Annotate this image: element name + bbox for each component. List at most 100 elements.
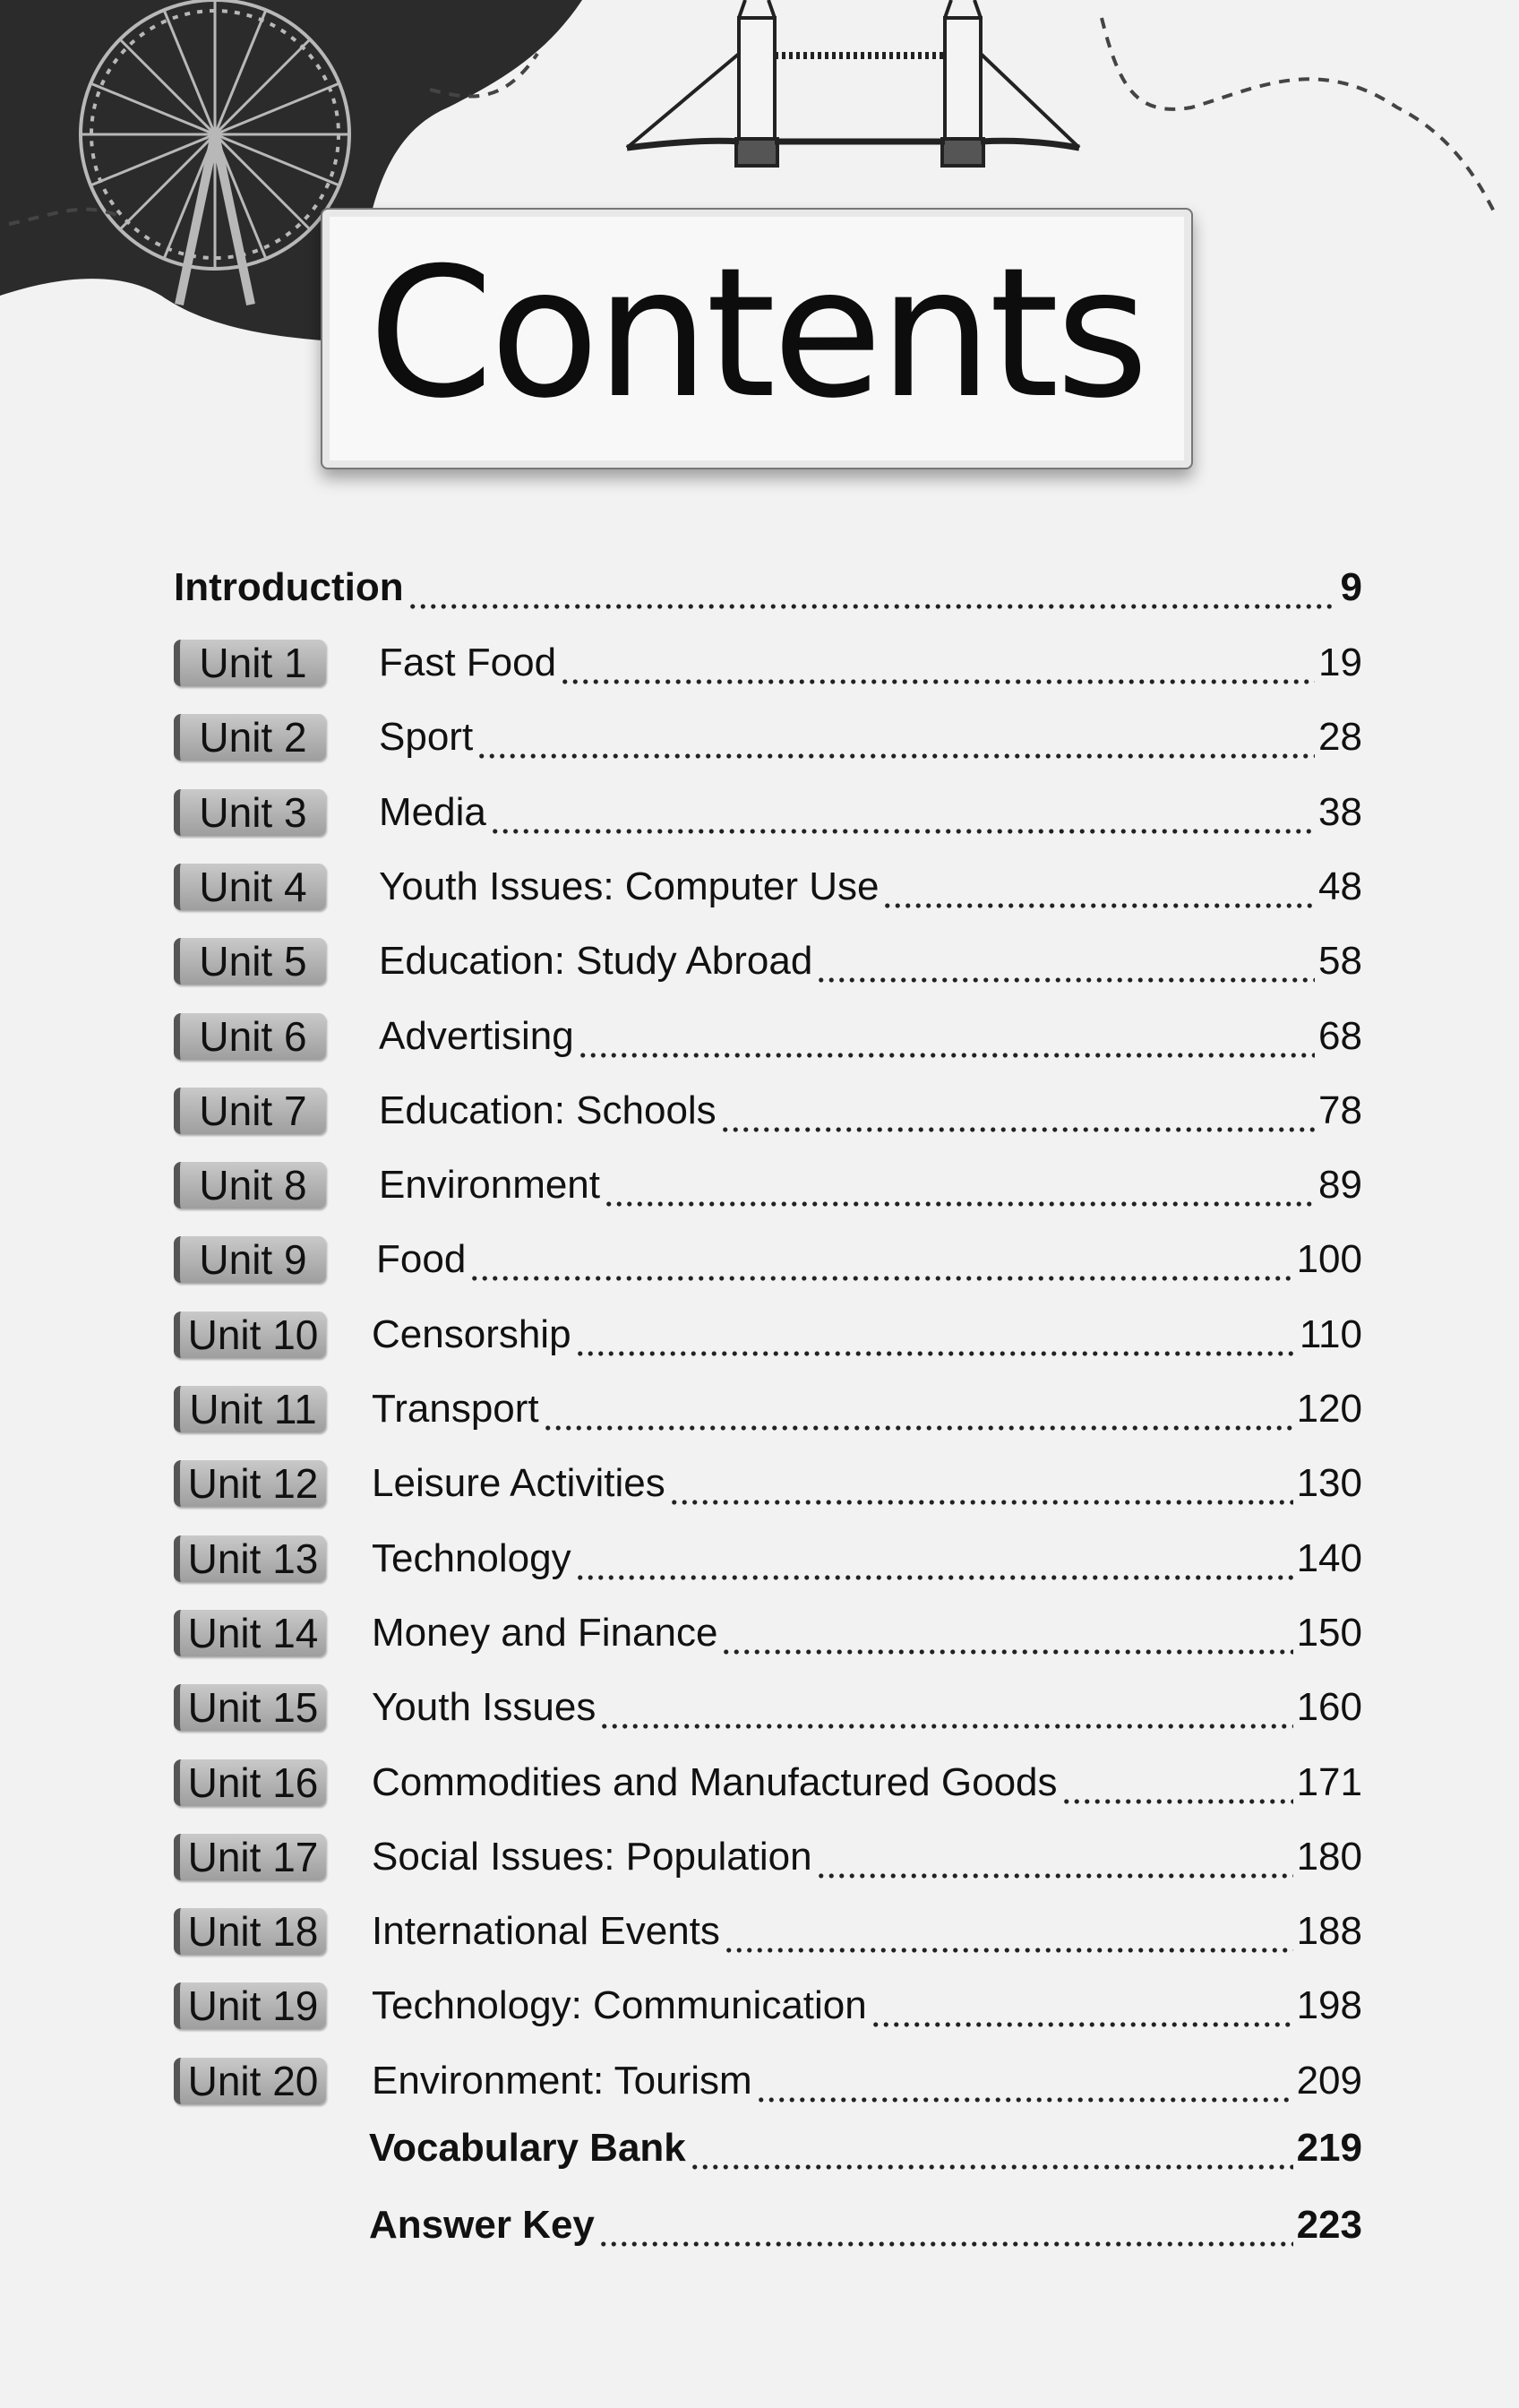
unit-badge: Unit 10 (174, 1311, 326, 1358)
toc-unit-row[interactable]: Unit 6 Advertising 68 (0, 1005, 1519, 1068)
entry-title: Fast Food (379, 641, 557, 684)
entry-title: Food (376, 1237, 467, 1282)
toc-appendix-row[interactable]: Answer Key 223 (0, 2194, 1519, 2257)
entry-page: 19 (1318, 641, 1362, 684)
entry-page: 171 (1296, 1759, 1362, 1804)
entry-page: 120 (1296, 1387, 1362, 1431)
entry-title: Censorship (372, 1312, 571, 1356)
unit-badge: Unit 12 (174, 1460, 326, 1508)
dot-leader (719, 1093, 1316, 1133)
dot-leader (816, 944, 1316, 985)
toc-unit-row[interactable]: Unit 9 Food 100 (0, 1228, 1519, 1291)
toc-introduction[interactable]: Introduction 9 (0, 556, 1519, 619)
toc-unit-row[interactable]: Unit 14 Money and Finance 150 (0, 1602, 1519, 1664)
dot-leader (489, 795, 1316, 835)
dot-leader (407, 571, 1337, 610)
toc-unit-row[interactable]: Unit 19 Technology: Communication 198 (0, 1974, 1519, 2037)
unit-badge: Unit 18 (174, 1908, 326, 1956)
toc-unit-row[interactable]: Unit 7 Education: Schools 78 (0, 1079, 1519, 1142)
entry-page: 78 (1318, 1088, 1362, 1132)
toc-unit-row[interactable]: Unit 17 Social Issues: Population 180 (0, 1826, 1519, 1888)
entry-title: Youth Issues: Computer Use (379, 864, 880, 908)
entry-page: 58 (1318, 939, 1362, 984)
dot-leader (577, 1019, 1316, 1059)
toc-unit-row[interactable]: Unit 10 Censorship 110 (0, 1303, 1519, 1366)
unit-badge: Unit 3 (174, 788, 326, 836)
tower-bridge-icon (625, 0, 1081, 168)
entry-page: 89 (1318, 1163, 1362, 1208)
toc-unit-row[interactable]: Unit 18 International Events 188 (0, 1900, 1519, 1963)
dot-leader (476, 720, 1316, 761)
dot-leader (668, 1466, 1293, 1507)
dot-leader (560, 646, 1316, 685)
toc-unit-row[interactable]: Unit 5 Education: Study Abroad 58 (0, 930, 1519, 993)
dot-leader (597, 2208, 1293, 2248)
toc-unit-row[interactable]: Unit 15 Youth Issues 160 (0, 1676, 1519, 1739)
unit-badge: Unit 16 (174, 1759, 326, 1806)
toc-unit-row[interactable]: Unit 16 Commodities and Manufactured Goo… (0, 1751, 1519, 1814)
unit-badge: Unit 20 (174, 2057, 326, 2104)
toc-unit-row[interactable]: Unit 13 Technology 140 (0, 1527, 1519, 1590)
entry-page: 150 (1296, 1610, 1362, 1655)
dot-leader (755, 2063, 1293, 2103)
unit-badge: Unit 9 (174, 1236, 326, 1284)
entry-page: 110 (1299, 1312, 1362, 1356)
dot-leader (542, 1392, 1293, 1432)
contents-title-plaque: Contents (321, 208, 1193, 469)
entry-page: 48 (1318, 864, 1362, 908)
dot-leader (574, 1317, 1296, 1357)
entry-title: Environment: Tourism (372, 2058, 752, 2103)
unit-badge: Unit 2 (174, 714, 326, 761)
toc-unit-row[interactable]: Unit 20 Environment: Tourism 209 (0, 2050, 1519, 2112)
entry-title: Answer Key (369, 2203, 595, 2247)
entry-title: Education: Schools (379, 1088, 717, 1132)
toc-unit-row[interactable]: Unit 12 Leisure Activities 130 (0, 1452, 1519, 1515)
toc-unit-row[interactable]: Unit 8 Environment 89 (0, 1154, 1519, 1217)
entry-title: Money and Finance (372, 1610, 718, 1655)
entry-title: Commodities and Manufactured Goods (372, 1759, 1058, 1804)
dot-leader (599, 1690, 1293, 1731)
unit-badge: Unit 5 (174, 938, 326, 985)
dot-leader (604, 1168, 1316, 1208)
dot-leader (882, 869, 1316, 909)
unit-badge: Unit 17 (174, 1833, 326, 1880)
unit-badge: Unit 11 (174, 1386, 326, 1432)
entry-page: 68 (1318, 1013, 1362, 1058)
entry-page: 9 (1340, 565, 1362, 609)
unit-badge: Unit 1 (174, 640, 326, 686)
toc-unit-row[interactable]: Unit 3 Media 38 (0, 781, 1519, 844)
entry-title: Transport (372, 1387, 539, 1431)
toc-unit-row[interactable]: Unit 1 Fast Food 19 (0, 632, 1519, 694)
dashed-path (8, 17, 1498, 226)
unit-badge: Unit 6 (174, 1012, 326, 1060)
entry-page: 160 (1296, 1685, 1362, 1730)
toc-unit-row[interactable]: Unit 2 Sport 28 (0, 706, 1519, 769)
dark-blob-shape (0, 0, 582, 340)
entry-title: Introduction (174, 565, 404, 609)
entry-title: Technology: Communication (372, 1983, 867, 2028)
toc-appendix-row[interactable]: Vocabulary Bank 219 (0, 2117, 1519, 2180)
entry-page: 100 (1296, 1237, 1362, 1282)
unit-badge: Unit 7 (174, 1087, 326, 1134)
london-illustration (0, 0, 1498, 340)
ferris-wheel-icon (79, 0, 351, 306)
dot-leader (689, 2131, 1293, 2171)
entry-title: Sport (379, 715, 474, 760)
dot-leader (723, 1914, 1293, 1955)
toc-unit-row[interactable]: Unit 4 Youth Issues: Computer Use 48 (0, 856, 1519, 918)
dot-leader (721, 1615, 1293, 1656)
entry-title: Media (379, 789, 486, 834)
entry-title: Leisure Activities (372, 1461, 665, 1506)
unit-badge: Unit 8 (174, 1162, 326, 1209)
unit-badge: Unit 4 (174, 863, 326, 910)
dot-leader (574, 1541, 1293, 1581)
entry-page: 180 (1296, 1834, 1362, 1879)
entry-title: Vocabulary Bank (369, 2126, 686, 2170)
unit-badge: Unit 14 (174, 1609, 326, 1656)
toc-unit-row[interactable]: Unit 11 Transport 120 (0, 1378, 1519, 1440)
dot-leader (870, 1989, 1293, 2029)
entry-title: International Events (372, 1909, 720, 1954)
dot-leader (469, 1243, 1293, 1283)
entry-title: Youth Issues (372, 1685, 596, 1730)
entry-page: 28 (1318, 715, 1362, 760)
